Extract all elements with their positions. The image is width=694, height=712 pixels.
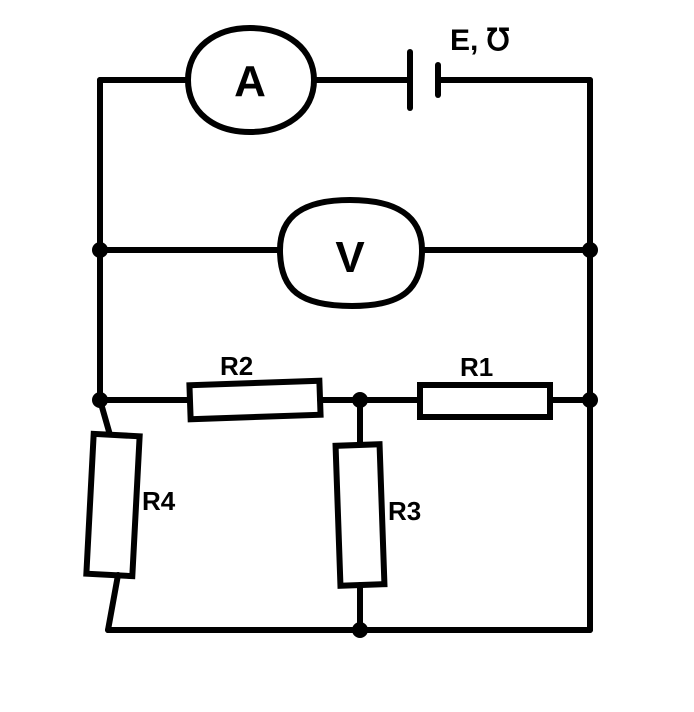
circuit-diagram: A E, ℧ V R2 R1 R3 R4: [0, 0, 694, 712]
voltmeter-label: V: [335, 233, 365, 282]
resistor-r1: [420, 385, 550, 417]
node-right-volt: [582, 242, 598, 258]
wire-r4-bottom: [108, 575, 118, 630]
resistor-r3: [336, 444, 385, 585]
source-label: E, ℧: [450, 24, 510, 57]
emf-source: [410, 52, 438, 108]
r2-label: R2: [220, 351, 253, 381]
node-left-volt: [92, 242, 108, 258]
resistor-r4: [86, 434, 139, 576]
r3-label: R3: [388, 496, 421, 526]
resistor-r2: [189, 381, 320, 420]
r4-label: R4: [142, 486, 176, 516]
r1-label: R1: [460, 352, 493, 382]
ammeter-label: A: [234, 57, 266, 106]
node-bottom-center: [352, 622, 368, 638]
